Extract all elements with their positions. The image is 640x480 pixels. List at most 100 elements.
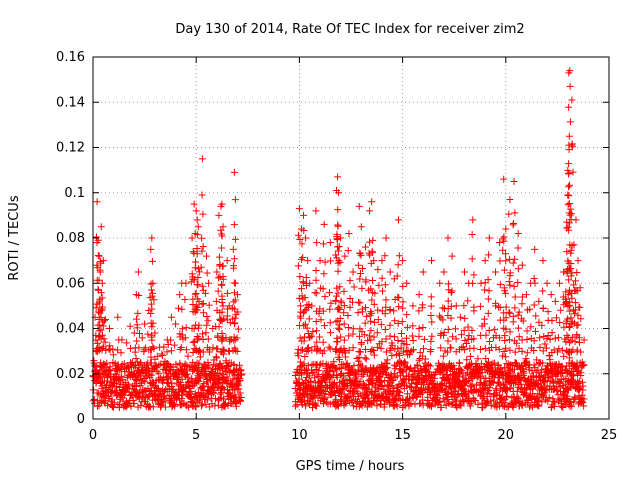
data-point <box>230 168 238 176</box>
data-point <box>138 334 146 342</box>
data-point <box>568 294 576 302</box>
data-point <box>367 317 375 325</box>
data-point <box>195 377 203 385</box>
data-point <box>565 219 573 227</box>
data-point <box>326 305 334 313</box>
data-point <box>205 346 213 354</box>
data-point <box>231 235 239 243</box>
data-point <box>373 343 381 351</box>
data-point <box>147 310 155 318</box>
data-point <box>518 300 526 308</box>
data-point <box>505 308 513 316</box>
data-point <box>362 346 370 354</box>
data-point <box>99 331 107 339</box>
data-point <box>357 223 365 231</box>
data-point <box>334 221 342 229</box>
data-point <box>355 357 363 365</box>
data-point <box>501 337 509 345</box>
data-point <box>97 289 105 297</box>
data-point <box>377 344 385 352</box>
data-point <box>378 338 386 346</box>
data-point <box>514 279 522 287</box>
data-point <box>345 346 353 354</box>
data-point <box>368 379 376 387</box>
data-point <box>182 324 190 332</box>
data-point <box>368 198 376 206</box>
data-point <box>553 314 561 322</box>
data-point <box>491 326 499 334</box>
data-point <box>173 395 181 403</box>
data-point <box>485 326 493 334</box>
data-point <box>116 400 124 408</box>
data-point <box>399 298 407 306</box>
data-point <box>233 347 241 355</box>
data-point <box>327 329 335 337</box>
data-point <box>566 211 574 219</box>
data-point <box>403 279 411 287</box>
data-point <box>187 387 195 395</box>
data-point <box>340 309 348 317</box>
data-point <box>566 118 574 126</box>
data-point <box>492 332 500 340</box>
data-point <box>439 370 447 378</box>
data-point <box>114 313 122 321</box>
data-point <box>576 284 584 292</box>
data-point <box>223 289 231 297</box>
data-point <box>92 304 100 312</box>
data-point <box>332 318 340 326</box>
data-point <box>298 292 306 300</box>
data-point <box>230 360 238 368</box>
data-point <box>511 209 519 217</box>
data-point <box>345 332 353 340</box>
data-point <box>413 362 421 370</box>
data-point <box>237 394 245 402</box>
data-point <box>214 287 222 295</box>
data-point <box>567 205 575 213</box>
data-point <box>149 319 157 327</box>
data-point <box>535 360 543 368</box>
data-point <box>319 360 327 368</box>
data-point <box>101 396 109 404</box>
data-point <box>487 402 495 410</box>
data-point <box>320 347 328 355</box>
data-point <box>422 366 430 374</box>
data-point <box>543 279 551 287</box>
data-point <box>514 229 522 237</box>
data-point <box>198 155 206 163</box>
data-point <box>326 319 334 327</box>
data-point <box>500 266 508 274</box>
data-point <box>437 403 445 411</box>
data-point <box>362 278 370 286</box>
data-point <box>231 196 239 204</box>
data-point <box>510 177 518 185</box>
data-point <box>514 324 522 332</box>
data-point <box>149 279 157 287</box>
data-point <box>300 360 308 368</box>
data-point <box>362 384 370 392</box>
data-point <box>310 392 318 400</box>
data-point <box>149 403 157 411</box>
data-point <box>421 355 429 363</box>
data-point <box>301 320 309 328</box>
data-point <box>178 395 186 403</box>
data-point <box>398 318 406 326</box>
data-point <box>403 341 411 349</box>
data-point <box>236 361 244 369</box>
data-point <box>448 287 456 295</box>
data-point <box>557 402 565 410</box>
data-point <box>564 303 572 311</box>
data-point <box>439 352 447 360</box>
data-point <box>371 318 379 326</box>
data-point <box>96 397 104 405</box>
data-point <box>538 321 546 329</box>
data-point <box>382 348 390 356</box>
data-point <box>456 313 464 321</box>
data-point <box>308 302 316 310</box>
data-point <box>176 291 184 299</box>
data-point <box>532 327 540 335</box>
data-point <box>577 348 585 356</box>
data-point <box>514 265 522 273</box>
data-point <box>172 369 180 377</box>
data-point <box>340 336 348 344</box>
data-point <box>198 300 206 308</box>
